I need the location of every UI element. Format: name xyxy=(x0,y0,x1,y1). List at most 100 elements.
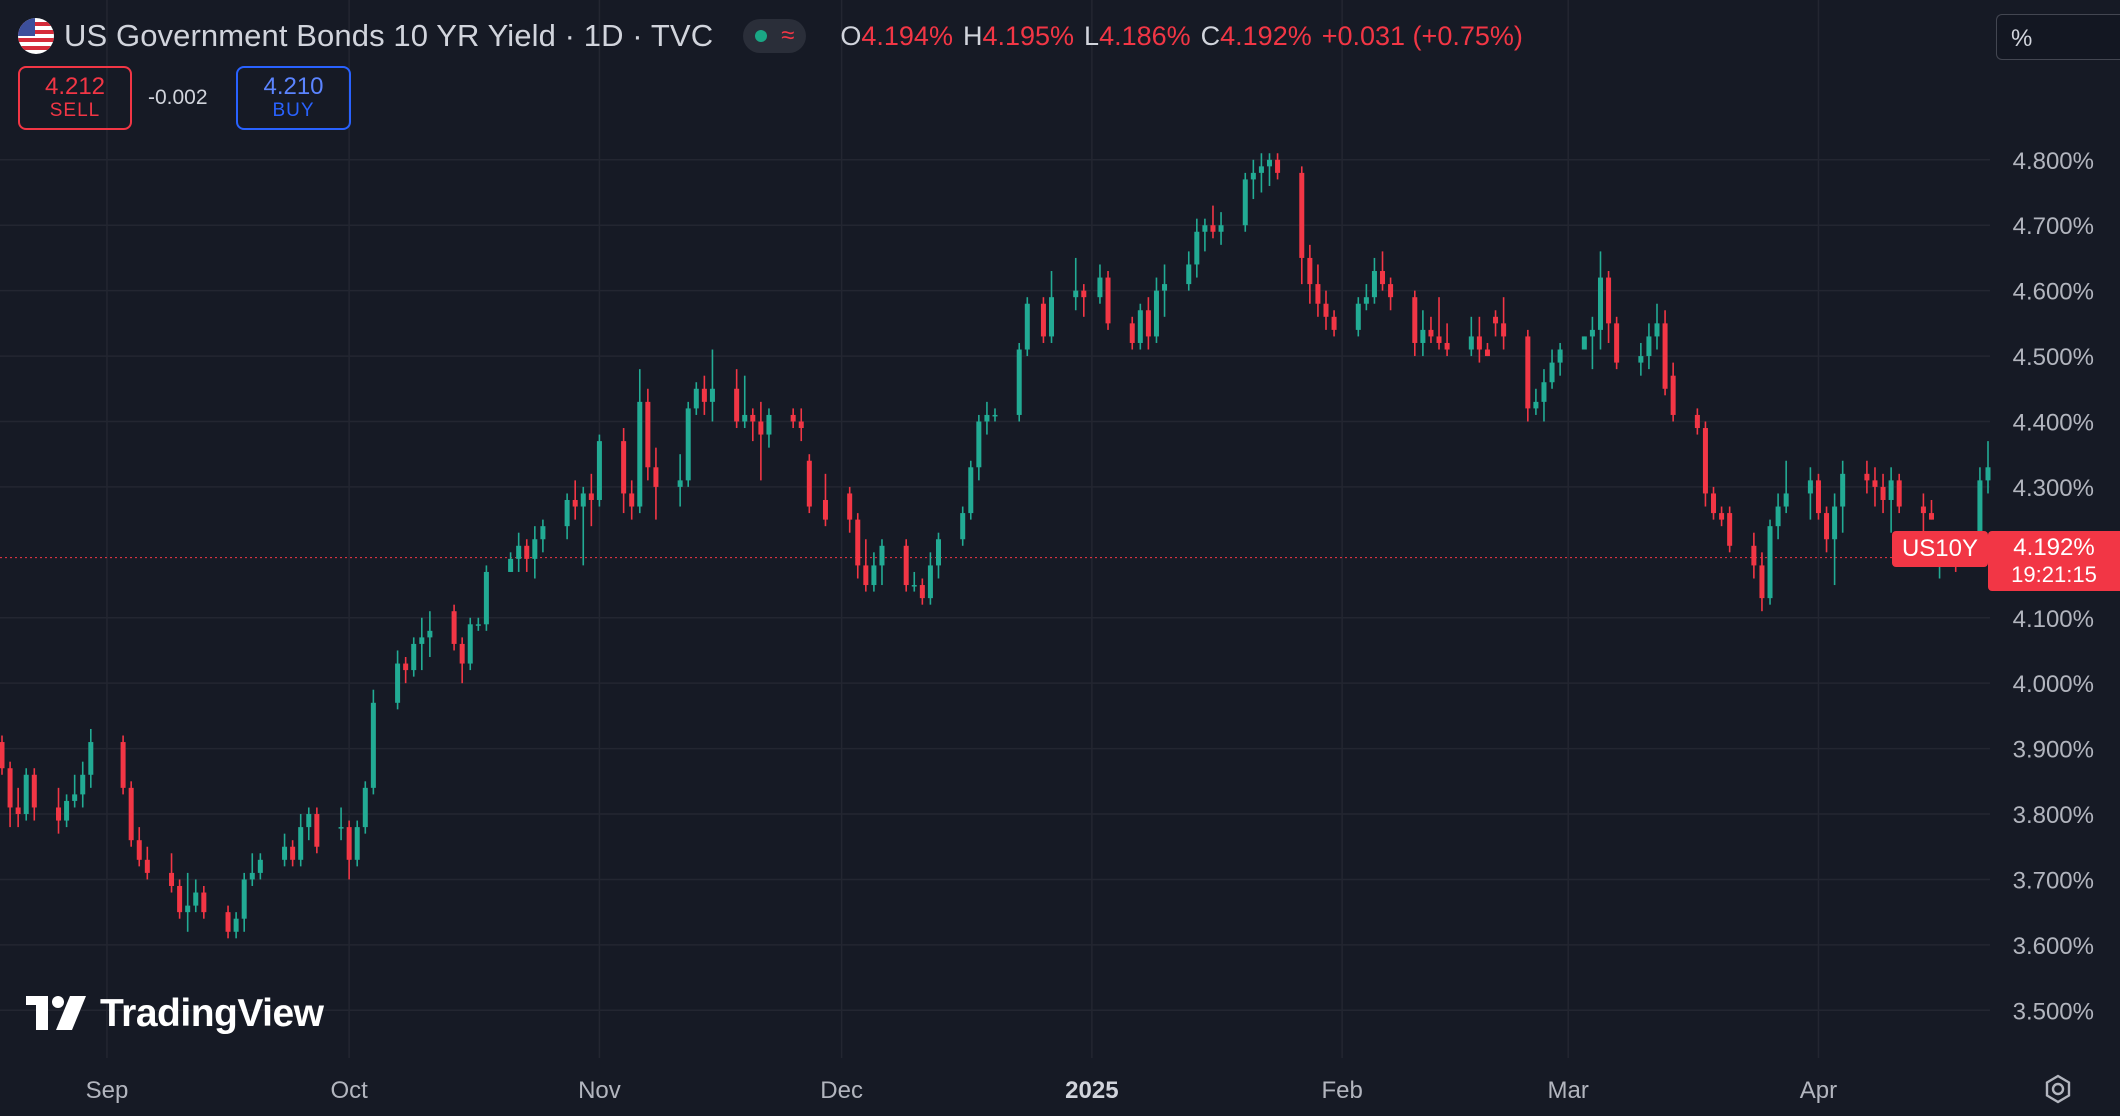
candle xyxy=(346,820,352,880)
candle xyxy=(1614,316,1620,370)
candle xyxy=(1719,506,1725,527)
candle xyxy=(1444,323,1450,357)
candle xyxy=(1896,473,1902,514)
candle xyxy=(992,408,998,422)
candle-body xyxy=(1541,382,1547,402)
candle xyxy=(653,447,659,520)
time-axis[interactable]: Sep Oct Nov Dec 2025 Feb Mar Apr xyxy=(86,1077,1838,1104)
candle-body xyxy=(1250,172,1256,180)
candle-body xyxy=(516,545,522,559)
low-label: L xyxy=(1084,20,1100,51)
buy-button[interactable]: 4.210 BUY xyxy=(236,66,351,130)
candle-body xyxy=(1662,323,1668,389)
candle xyxy=(532,526,538,579)
candle xyxy=(701,375,707,415)
gear-icon[interactable] xyxy=(2042,1073,2074,1105)
candle-body xyxy=(879,545,885,566)
sell-button[interactable]: 4.212 SELL xyxy=(18,66,132,130)
candle-body xyxy=(1436,336,1442,343)
close-label: C xyxy=(1200,20,1221,51)
x-tick-label: 2025 xyxy=(1065,1077,1118,1104)
candle-body xyxy=(1525,336,1531,409)
candle-body xyxy=(1016,349,1022,415)
scale-mode-button[interactable]: % xyxy=(1996,14,2120,60)
candle xyxy=(1557,342,1563,376)
candle-body xyxy=(201,892,207,913)
candle xyxy=(1775,493,1781,540)
candle xyxy=(855,513,861,579)
candle xyxy=(241,872,247,932)
candle-body xyxy=(1371,271,1377,298)
candle xyxy=(15,787,21,828)
candle-body xyxy=(1888,480,1894,500)
candle-body xyxy=(1807,480,1813,494)
candle xyxy=(1258,153,1264,193)
tradingview-logo[interactable]: TradingView xyxy=(26,992,324,1036)
candle xyxy=(459,637,465,684)
candle-body xyxy=(1468,336,1474,350)
candle-body xyxy=(403,663,409,671)
buy-label: BUY xyxy=(272,100,315,121)
candle xyxy=(919,578,925,605)
candle xyxy=(1355,297,1361,337)
candle xyxy=(508,552,514,572)
candle xyxy=(903,539,909,592)
x-tick-label: Nov xyxy=(578,1077,621,1104)
candle-body xyxy=(927,565,933,599)
candle-body xyxy=(1476,336,1482,350)
market-status-pill[interactable]: ≈ xyxy=(743,19,807,53)
candle-body xyxy=(935,539,941,566)
candle-body xyxy=(1646,336,1652,357)
candle-body xyxy=(1928,513,1934,520)
candle xyxy=(1832,493,1838,586)
candle xyxy=(863,539,869,592)
x-tick-label: Dec xyxy=(820,1077,863,1104)
candle xyxy=(1807,467,1813,520)
candle xyxy=(419,617,425,671)
candle xyxy=(1767,519,1773,605)
candle-body xyxy=(1307,257,1313,285)
candle xyxy=(1331,310,1337,337)
candle-body xyxy=(1202,225,1208,232)
candle-body xyxy=(451,611,457,644)
candle xyxy=(1888,467,1894,533)
candle-body xyxy=(1493,316,1499,324)
candle-body xyxy=(1315,284,1321,304)
candle-body xyxy=(1275,159,1281,173)
candle xyxy=(0,735,5,775)
price-axis[interactable]: 4.800% 4.700% 4.600% 4.500% 4.400% 4.300% 4.10… xyxy=(2013,148,2094,1025)
candle xyxy=(1299,166,1305,285)
symbol-title[interactable]: US Government Bonds 10 YR Yield · 1D · T… xyxy=(64,18,714,53)
candle xyxy=(1194,218,1200,278)
candle-body xyxy=(1759,565,1765,599)
candle-body xyxy=(1355,303,1361,330)
candle xyxy=(806,454,812,514)
candle xyxy=(1186,251,1192,291)
candle xyxy=(169,853,175,893)
candle-body xyxy=(766,414,772,435)
candle xyxy=(709,349,715,422)
candle-body xyxy=(169,872,175,886)
candle xyxy=(596,434,602,507)
tradingview-logo-icon xyxy=(26,996,86,1030)
candle xyxy=(758,401,764,481)
candle-body xyxy=(621,441,627,494)
candle xyxy=(370,689,376,795)
candle-body xyxy=(0,742,5,769)
candle-body xyxy=(1210,225,1216,232)
candle xyxy=(1412,290,1418,357)
candle xyxy=(1388,277,1394,311)
market-status-dot-icon xyxy=(755,30,768,42)
candle-body xyxy=(1533,401,1539,409)
candle-body xyxy=(701,388,707,402)
candle xyxy=(1380,251,1386,291)
candle-body xyxy=(1258,166,1264,173)
candle-body xyxy=(1711,493,1717,514)
candle-body xyxy=(144,859,150,873)
candle xyxy=(128,781,134,847)
candle xyxy=(1137,303,1143,350)
candle xyxy=(1428,316,1434,343)
candle-body xyxy=(15,807,21,815)
candle xyxy=(1484,342,1490,357)
